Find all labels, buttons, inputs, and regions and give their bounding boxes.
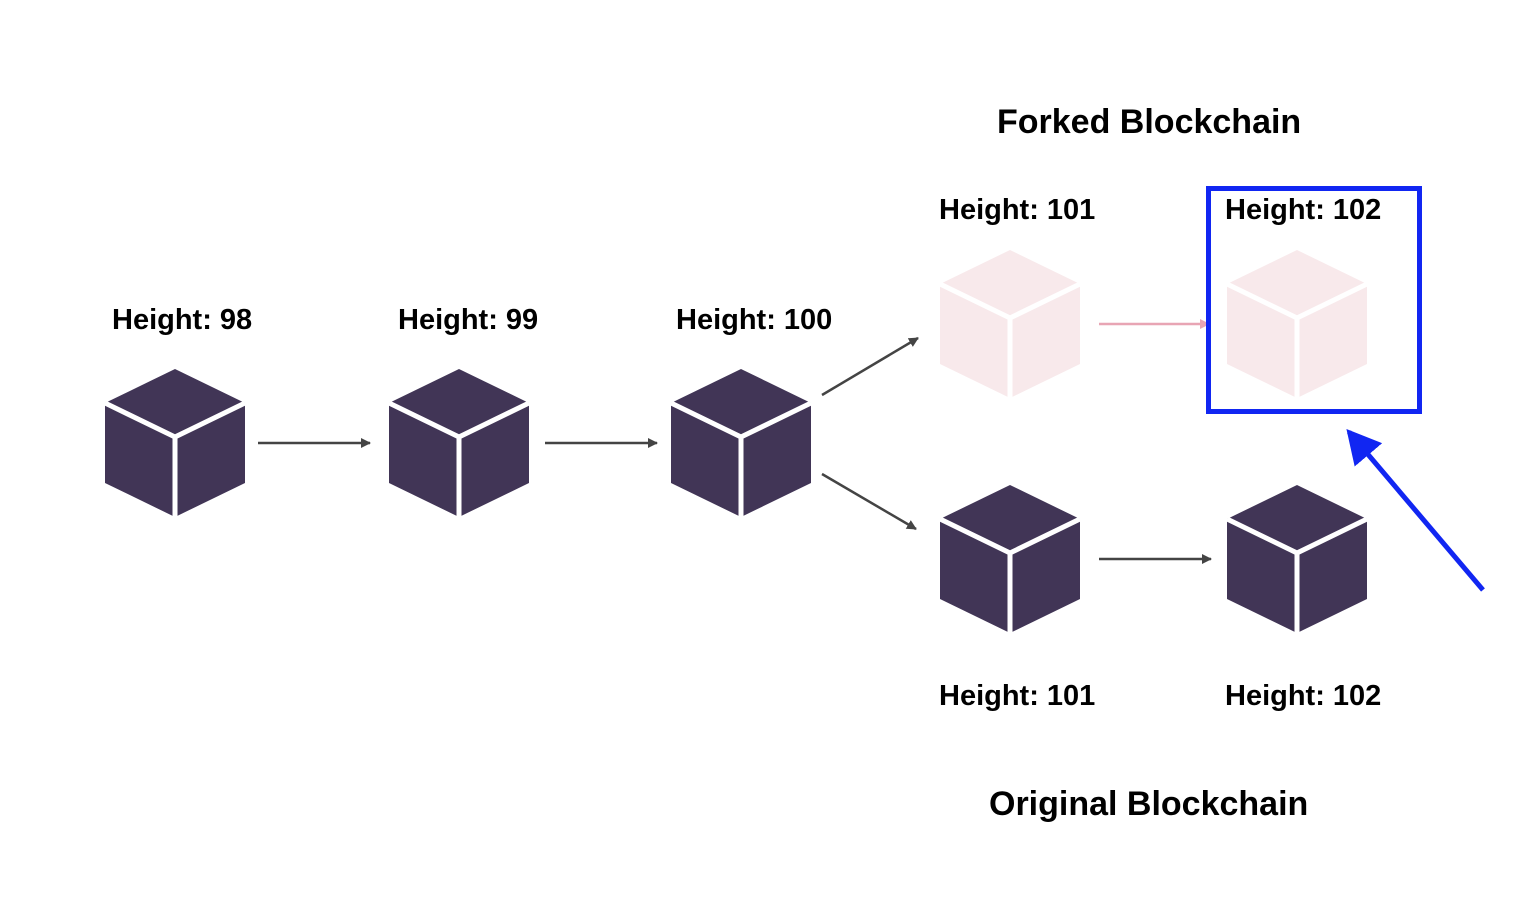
block-99	[389, 369, 529, 517]
cube-icon	[105, 369, 245, 517]
orig-block-label-101: Height: 101	[939, 680, 1096, 712]
block-label-99: Height: 99	[398, 304, 539, 336]
pointer-arrow-icon	[1346, 428, 1485, 592]
highlight-box	[1206, 186, 1422, 414]
fork-block-label-102: Height: 102	[1225, 194, 1382, 226]
cube-icon	[1227, 485, 1367, 633]
orig-block-102	[1227, 485, 1367, 633]
block-98	[105, 369, 245, 517]
orig-block-101	[940, 485, 1080, 633]
fork-block-101	[940, 250, 1080, 398]
block-label-100: Height: 100	[676, 304, 833, 336]
block-100	[671, 369, 811, 517]
cube-icon	[940, 250, 1080, 398]
arrow-100-to-orig101	[821, 472, 917, 531]
fork-block-label-101: Height: 101	[939, 194, 1096, 226]
arrow-100-to-fork101	[821, 336, 919, 397]
forked-blockchain-title: Forked Blockchain	[997, 103, 1302, 141]
cube-icon	[940, 485, 1080, 633]
block-label-98: Height: 98	[112, 304, 253, 336]
orig-block-label-102: Height: 102	[1225, 680, 1382, 712]
cube-icon	[389, 369, 529, 517]
cube-icon	[671, 369, 811, 517]
original-blockchain-title: Original Blockchain	[989, 785, 1309, 823]
